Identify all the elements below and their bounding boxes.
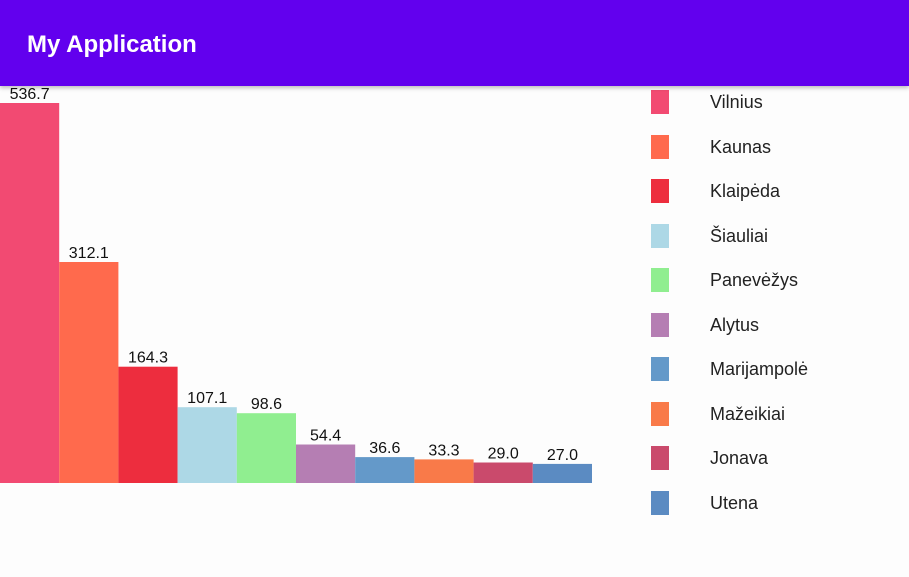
legend-swatch xyxy=(651,179,669,203)
legend-item: Vilnius xyxy=(651,90,901,114)
legend-label: Jonava xyxy=(710,448,769,468)
legend-swatch xyxy=(651,134,669,159)
bar-8 xyxy=(414,459,474,483)
legend-label: Utena xyxy=(710,492,759,513)
bar-value-label: 54.4 xyxy=(310,428,341,445)
bar-value-label: 98.6 xyxy=(251,396,282,413)
legend-swatch xyxy=(651,357,669,381)
bar-value-label: 536.7 xyxy=(10,86,50,103)
bar-2 xyxy=(59,262,119,483)
legend-swatch xyxy=(651,223,669,248)
bar-value-label: 29.0 xyxy=(488,446,519,463)
legend-swatch xyxy=(651,401,669,426)
bar-5 xyxy=(236,413,296,483)
legend-item: Alytus xyxy=(651,312,901,337)
bar-6 xyxy=(296,444,356,483)
bar-value-label: 27.0 xyxy=(547,447,578,464)
bar-chart-plot: 536.7 312.1 164.3 107.1 98.6 54.4 36.6 33.3 29.0… xyxy=(0,86,592,483)
bar-value-label: 164.3 xyxy=(128,350,168,367)
legend-label: Panevėžys xyxy=(710,270,799,290)
legend-label: Alytus xyxy=(710,314,760,335)
bar-7 xyxy=(355,457,415,483)
legend-swatch xyxy=(651,490,669,515)
app-bar: My Application xyxy=(0,0,909,86)
legend-swatch xyxy=(651,446,669,470)
legend-item: Marijampolė xyxy=(651,357,901,381)
legend-item: Panevėžys xyxy=(651,268,901,292)
legend-swatch xyxy=(651,268,669,292)
app-title: My Application xyxy=(27,31,197,58)
bar-4 xyxy=(177,407,237,483)
legend-label: Mažeikiai xyxy=(710,403,786,424)
bar-value-label: 312.1 xyxy=(69,245,109,262)
legend-label: Klaipėda xyxy=(710,181,781,201)
legend-item: Šiauliai xyxy=(651,223,901,248)
legend-item: Klaipėda xyxy=(651,179,901,203)
bar-value-label: 36.6 xyxy=(369,440,400,457)
legend-label: Kaunas xyxy=(710,136,772,157)
bar-10 xyxy=(532,463,592,483)
legend-item: Jonava xyxy=(651,446,901,470)
legend-item: Mažeikiai xyxy=(651,401,901,426)
bar-9 xyxy=(473,462,533,483)
legend-label: Vilnius xyxy=(710,92,763,112)
legend-swatch xyxy=(651,312,669,337)
legend-item: Kaunas xyxy=(651,134,901,159)
bar-value-label: 33.3 xyxy=(428,442,459,459)
bar-chart: 536.7 312.1 164.3 107.1 98.6 54.4 36.6 33.3 29.0… xyxy=(0,86,909,577)
legend-label: Šiauliai xyxy=(710,225,769,246)
legend-label: Marijampolė xyxy=(710,359,809,379)
legend-swatch xyxy=(651,90,669,114)
bar-3 xyxy=(118,366,178,483)
legend-item: Utena xyxy=(651,490,901,515)
bar-1 xyxy=(0,103,60,483)
bar-value-label: 107.1 xyxy=(187,390,227,407)
